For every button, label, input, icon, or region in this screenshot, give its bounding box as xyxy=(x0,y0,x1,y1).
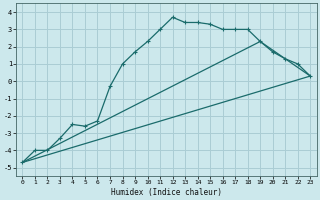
X-axis label: Humidex (Indice chaleur): Humidex (Indice chaleur) xyxy=(111,188,222,197)
